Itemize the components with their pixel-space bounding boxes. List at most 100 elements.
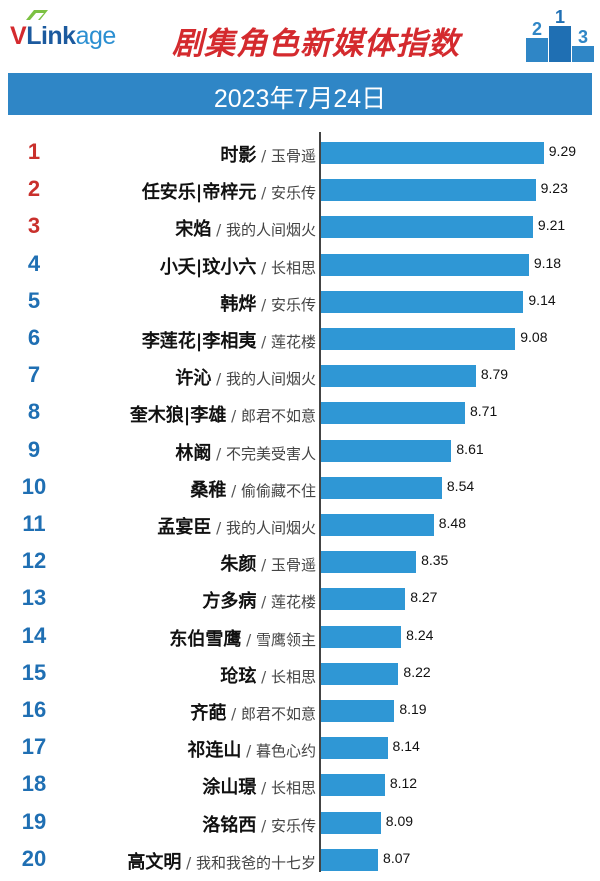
row-label: 韩烨 / 安乐传 xyxy=(220,290,316,316)
index-bar xyxy=(321,402,465,425)
rank-number: 7 xyxy=(27,362,41,388)
label-separator: / xyxy=(256,593,271,612)
vlinkage-logo: VLinkage xyxy=(10,22,116,50)
index-bar xyxy=(321,290,524,313)
drama-name: 我和我爸的十七岁 xyxy=(195,853,316,872)
role-name: 许沁 xyxy=(175,368,212,390)
role-name: 涂山璟 xyxy=(202,777,257,799)
row-label: 宋焰 / 我的人间烟火 xyxy=(175,215,316,241)
role-name: 齐葩 xyxy=(190,703,227,724)
drama-name: 安乐传 xyxy=(270,184,316,203)
header: VLinkage 剧集角色新媒体指数 2 1 3 xyxy=(0,0,600,72)
role-name: 高文明 xyxy=(127,851,182,873)
row-label: 桑稚 / 偷偷藏不住 xyxy=(190,476,316,502)
role-name: 任安乐|帝梓元 xyxy=(141,182,257,204)
index-bar xyxy=(321,811,381,834)
index-value-label: 8.14 xyxy=(392,738,420,755)
podium-number-2: 2 xyxy=(532,19,542,39)
rank-number: 12 xyxy=(21,548,47,574)
index-bar xyxy=(321,737,388,760)
row-label: 高文明 / 我和我爸的十七岁 xyxy=(127,848,316,874)
label-separator: / xyxy=(256,556,271,575)
rank-number: 14 xyxy=(21,622,47,648)
label-separator: / xyxy=(226,705,241,723)
ranking-row: 20 高文明 / 我和我爸的十七岁 8.07 xyxy=(0,841,600,878)
role-name: 桑稚 xyxy=(190,479,227,501)
row-label: 玱玹 / 长相思 xyxy=(220,662,316,688)
ranking-row: 16 齐葩 / 郎君不如意 8.19 xyxy=(0,692,600,729)
index-bar xyxy=(321,551,417,574)
ranking-row: 3 宋焰 / 我的人间烟火 9.21 xyxy=(0,208,600,245)
label-separator: / xyxy=(256,295,271,314)
rank-number: 3 xyxy=(27,213,41,239)
index-bar xyxy=(321,253,529,276)
ranking-chart: 1 时影 / 玉骨遥 9.29 2 任安乐|帝梓元 / 安乐传 9.23 3 宋焰 / 我的人… xyxy=(0,118,600,881)
ranking-row: 7 许沁 / 我的人间烟火 8.79 xyxy=(0,357,600,394)
rank-number: 2 xyxy=(27,176,41,202)
row-label: 任安乐|帝梓元 / 安乐传 xyxy=(142,178,316,204)
index-bar xyxy=(321,328,516,350)
ranking-row: 9 林阚 / 不完美受害人 8.61 xyxy=(0,432,600,469)
row-label: 小夭|玟小六 / 长相思 xyxy=(160,253,316,279)
index-value-label: 9.18 xyxy=(533,254,562,271)
row-label: 奎木狼|李雄 / 郎君不如意 xyxy=(130,401,316,427)
index-bar xyxy=(321,848,379,871)
rank-number: 1 xyxy=(27,139,41,164)
page-title: 剧集角色新媒体指数 xyxy=(172,26,460,62)
role-name: 李莲花|李相夷 xyxy=(141,331,257,352)
drama-name: 郎君不如意 xyxy=(240,407,316,426)
ranking-row: 2 任安乐|帝梓元 / 安乐传 9.23 xyxy=(0,171,600,208)
index-value-label: 8.27 xyxy=(410,589,438,606)
role-name: 孟宴臣 xyxy=(157,517,212,538)
label-separator: / xyxy=(226,407,241,426)
label-separator: / xyxy=(211,519,226,537)
index-value-label: 8.35 xyxy=(421,552,449,569)
rank-number: 16 xyxy=(21,697,47,722)
drama-name: 莲花楼 xyxy=(270,593,316,612)
rank-number: 6 xyxy=(27,325,41,350)
rank-number: 19 xyxy=(21,808,47,834)
index-bar xyxy=(321,662,399,685)
role-name: 韩烨 xyxy=(220,293,257,315)
date-text: 2023年7月24日 xyxy=(213,85,387,113)
drama-name: 不完美受害人 xyxy=(225,444,316,463)
ranking-row: 14 东伯雪鹰 / 雪鹰领主 8.24 xyxy=(0,618,600,655)
drama-name: 长相思 xyxy=(270,667,316,686)
row-label: 方多病 / 莲花楼 xyxy=(202,587,316,613)
label-separator: / xyxy=(256,147,271,165)
podium-number-3: 3 xyxy=(578,27,588,47)
ranking-row: 11 孟宴臣 / 我的人间烟火 8.48 xyxy=(0,506,600,543)
index-value-label: 8.54 xyxy=(446,477,475,494)
rank-number: 8 xyxy=(27,399,41,425)
row-label: 涂山璟 / 长相思 xyxy=(202,773,316,799)
drama-name: 雪鹰领主 xyxy=(255,630,316,649)
role-name: 宋焰 xyxy=(175,219,212,241)
role-name: 时影 xyxy=(220,145,257,166)
row-label: 李莲花|李相夷 / 莲花楼 xyxy=(142,327,316,353)
ranking-row: 6 李莲花|李相夷 / 莲花楼 9.08 xyxy=(0,320,600,357)
label-separator: / xyxy=(256,333,271,351)
rank-number: 15 xyxy=(21,659,47,685)
index-value-label: 8.24 xyxy=(406,626,434,643)
drama-name: 我的人间烟火 xyxy=(225,370,316,389)
ranking-row: 10 桑稚 / 偷偷藏不住 8.54 xyxy=(0,469,600,506)
drama-name: 暮色心约 xyxy=(255,742,316,761)
label-separator: / xyxy=(181,853,196,872)
axis-line xyxy=(319,132,321,872)
drama-name: 偷偷藏不住 xyxy=(240,481,316,500)
index-bar xyxy=(321,625,402,648)
index-bar xyxy=(321,439,452,462)
row-label: 孟宴臣 / 我的人间烟火 xyxy=(157,513,316,539)
drama-name: 我的人间烟火 xyxy=(225,221,316,240)
ranking-row: 15 玱玹 / 长相思 8.22 xyxy=(0,655,600,692)
index-value-label: 8.09 xyxy=(385,812,414,829)
rank-number: 17 xyxy=(21,734,47,760)
ranking-row: 13 方多病 / 莲花楼 8.27 xyxy=(0,580,600,617)
label-separator: / xyxy=(241,742,256,761)
index-bar xyxy=(321,700,395,722)
role-name: 奎木狼|李雄 xyxy=(129,405,227,427)
index-value-label: 9.29 xyxy=(548,143,577,159)
label-separator: / xyxy=(256,184,271,203)
row-label: 朱颜 / 玉骨遥 xyxy=(220,550,316,576)
index-value-label: 9.08 xyxy=(520,329,548,345)
